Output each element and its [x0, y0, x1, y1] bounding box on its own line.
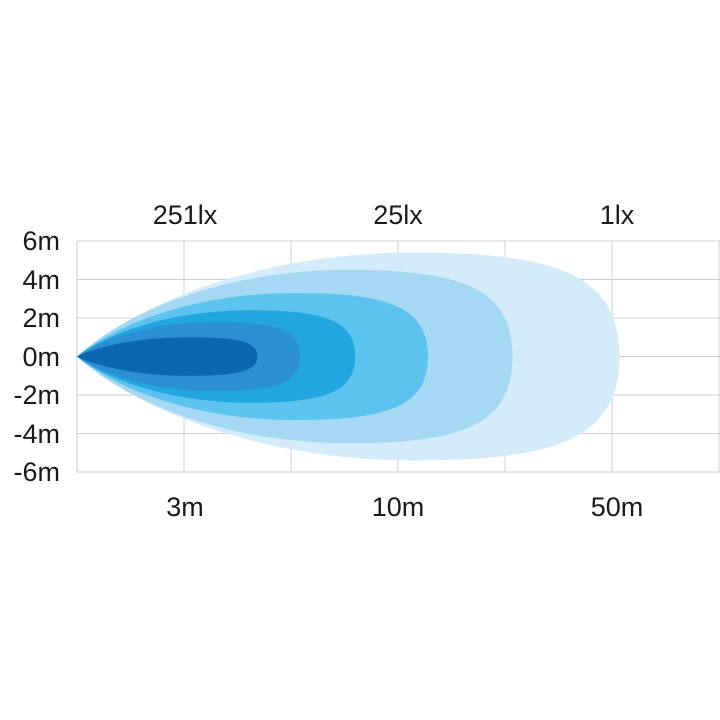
y-tick-label: 0m	[22, 342, 60, 372]
x-tick-label: 10m	[372, 492, 425, 522]
beam-contours	[77, 252, 620, 461]
y-tick-label: -4m	[14, 419, 61, 449]
lux-label: 25lx	[373, 200, 423, 230]
y-tick-label: 2m	[22, 303, 60, 333]
y-tick-label: -6m	[14, 457, 61, 487]
lux-labels: 251lx 25lx 1lx	[153, 200, 635, 230]
y-tick-label: 4m	[22, 265, 60, 295]
x-tick-label: 3m	[166, 492, 204, 522]
lux-label: 251lx	[153, 200, 218, 230]
y-axis-labels: 6m 4m 2m 0m -2m -4m -6m	[14, 226, 61, 487]
x-tick-label: 50m	[591, 492, 644, 522]
beam-contour	[77, 337, 258, 376]
y-tick-label: -2m	[14, 380, 61, 410]
y-tick-label: 6m	[22, 226, 60, 256]
lux-label: 1lx	[600, 200, 635, 230]
x-axis-labels: 3m 10m 50m	[166, 492, 643, 522]
